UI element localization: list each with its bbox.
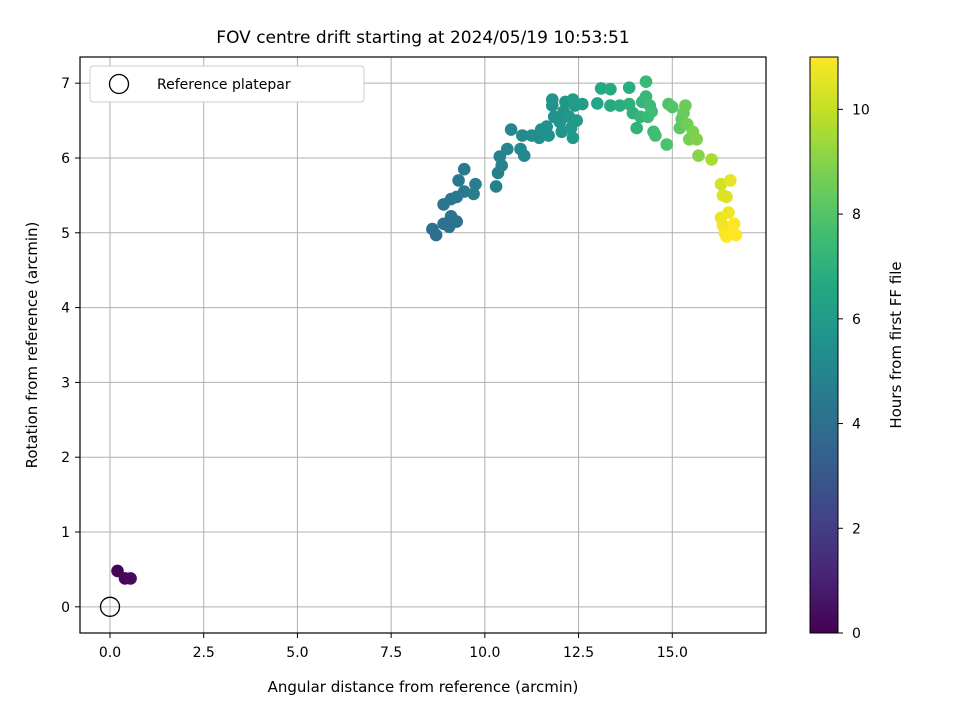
colorbar-label: Hours from first FF file [887,261,905,428]
colorbar-tick-label: 8 [852,207,861,223]
data-point [553,115,567,129]
x-tick-label: 2.5 [193,645,215,661]
data-point [542,129,555,142]
colorbar: 0 2 4 6 8 10 Hours from first FF file [809,56,905,642]
data-point [666,100,679,114]
data-point [570,114,583,127]
data-point [649,129,662,142]
data-point [516,129,529,142]
x-tick-label: 0.0 [99,645,121,661]
y-tick-label: 3 [61,375,70,391]
data-point [566,93,580,106]
colorbar-tick-label: 6 [852,312,861,328]
data-point [622,81,636,94]
colorbar-ticks: 0 2 4 6 8 10 [838,102,870,642]
data-point [692,149,705,162]
data-point [452,174,465,187]
x-tick-label: 5.0 [286,645,308,661]
data-point [457,185,471,198]
data-point [705,153,718,166]
data-point [604,82,617,96]
colorbar-tick-label: 0 [852,626,861,642]
y-axis-label: Rotation from reference (arcmin) [23,222,41,469]
y-tick-label: 5 [61,226,70,242]
y-tick-label: 0 [61,600,70,616]
x-tick-label: 15.0 [657,645,688,661]
data-point [450,215,464,228]
data-point [690,133,703,146]
y-tick-label: 6 [61,151,70,167]
data-point [679,99,692,112]
y-tick-label: 1 [61,525,70,541]
x-axis-ticks: 0.0 2.5 5.0 7.5 10.0 12.5 15.0 [99,633,688,661]
data-point [630,121,643,135]
data-point [429,228,443,242]
legend-reference-marker [108,73,130,95]
colorbar-tick-label: 10 [852,102,870,118]
data-point [645,105,658,118]
data-point [722,206,735,219]
data-point [639,75,653,88]
colorbar-tick-label: 4 [852,417,861,433]
chart-title: FOV centre drift starting at 2024/05/19 … [216,28,629,48]
reference-layer [99,596,121,617]
data-point [517,149,531,162]
scatter-points [111,75,743,585]
x-tick-label: 10.0 [469,645,500,661]
data-point [604,99,617,112]
data-point [457,162,471,176]
data-point [504,123,518,136]
x-axis-label: Angular distance from reference (arcmin) [268,678,579,696]
data-point [613,99,627,112]
x-tick-label: 12.5 [563,645,594,661]
legend-box [89,65,365,103]
data-point [124,572,137,585]
y-tick-label: 4 [61,301,70,317]
data-point [489,180,503,193]
data-point [467,187,480,201]
legend: Reference platepar [89,65,365,103]
y-tick-label: 2 [61,450,70,466]
data-point [576,97,589,111]
plot-area-frame [79,56,767,634]
data-point [660,138,673,151]
colorbar-tick-label: 2 [852,521,861,537]
legend-entry-reference: Reference platepar [157,77,291,93]
y-axis-ticks: 0 1 2 3 4 5 6 7 [61,76,80,616]
grid [80,57,766,633]
data-point [729,228,743,242]
data-point [469,177,482,191]
data-point [501,142,514,156]
data-point [546,93,559,106]
data-point [724,174,737,187]
data-point [727,217,741,231]
y-tick-label: 7 [61,76,70,92]
data-point [566,131,580,145]
reference-platepar-marker [99,596,121,617]
data-point [591,97,604,110]
x-tick-label: 7.5 [380,645,402,661]
colorbar-gradient [809,56,839,634]
data-point [594,82,608,95]
data-point [720,190,733,204]
